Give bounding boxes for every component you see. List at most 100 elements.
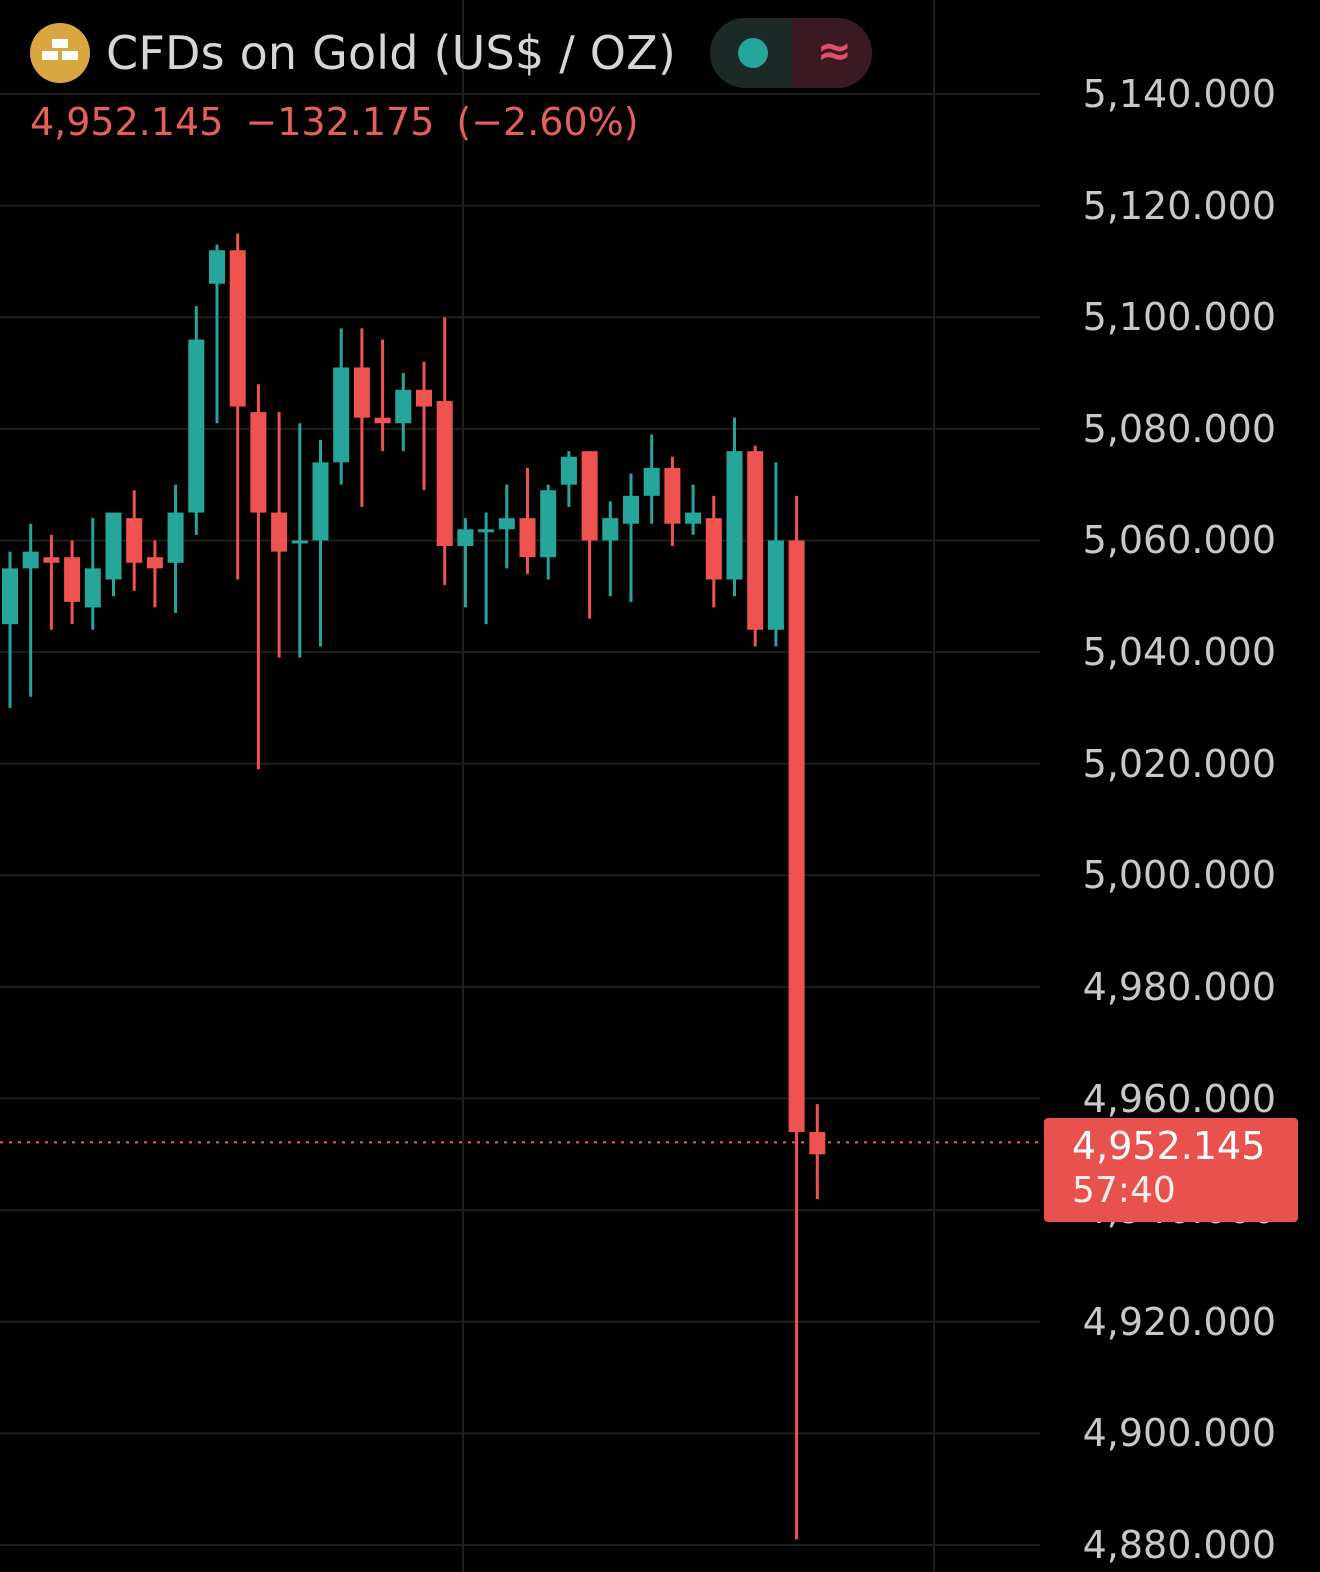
- y-tick-label: 4,900.000: [1082, 1411, 1276, 1456]
- candle: [726, 417, 743, 597]
- candle: [457, 518, 474, 608]
- candle-body: [602, 518, 619, 541]
- price-change: −132.175: [245, 100, 435, 144]
- candle: [623, 473, 639, 602]
- candle: [374, 339, 391, 452]
- candle: [685, 484, 702, 535]
- candle-body: [643, 467, 660, 496]
- data-delay-wave-icon: ≈: [816, 26, 852, 75]
- candle-body: [540, 490, 557, 558]
- candle: [581, 451, 598, 619]
- candle-body: [416, 389, 432, 407]
- candle-body: [312, 462, 329, 541]
- candle-body: [395, 389, 412, 424]
- candle: [602, 501, 619, 597]
- candle: [105, 512, 122, 597]
- candle-body: [22, 551, 39, 569]
- candle: [64, 540, 81, 625]
- candle: [43, 534, 60, 630]
- y-tick-label: 4,920.000: [1082, 1299, 1276, 1344]
- y-tick-label: 5,000.000: [1082, 853, 1276, 898]
- y-tick-label: 5,120.000: [1082, 183, 1276, 228]
- candle: [705, 495, 722, 608]
- y-tick-label: 5,100.000: [1082, 295, 1276, 340]
- y-tick-label: 4,960.000: [1082, 1076, 1276, 1121]
- candle-body: [498, 518, 515, 530]
- candle: [84, 518, 101, 630]
- candle-body: [64, 557, 81, 602]
- symbol-title[interactable]: CFDs on Gold (US$ / OZ): [106, 26, 676, 80]
- candle-body: [167, 512, 184, 563]
- y-tick-label: 5,140.000: [1082, 72, 1276, 116]
- current-price-tag: 4,952.145 57:40: [1044, 1118, 1298, 1222]
- candle: [498, 484, 515, 569]
- candle: [188, 306, 205, 535]
- candle: [478, 512, 495, 625]
- candle-body: [809, 1132, 826, 1155]
- candle-body: [767, 540, 784, 630]
- y-tick-label: 5,040.000: [1082, 630, 1276, 675]
- candle: [22, 523, 39, 697]
- candle-body: [747, 451, 764, 630]
- candle-body: [333, 367, 350, 463]
- candle-body: [664, 467, 681, 524]
- price-change-percent: (−2.60%): [456, 100, 639, 144]
- candle-body: [519, 518, 536, 558]
- candle: [788, 495, 805, 1540]
- candle: [353, 328, 370, 507]
- candle-body: [560, 456, 577, 485]
- y-tick-label: 5,060.000: [1082, 518, 1276, 563]
- price-tag-countdown: 57:40: [1072, 1170, 1176, 1211]
- candle: [167, 484, 184, 614]
- candle: [250, 384, 267, 770]
- candle: [209, 244, 225, 424]
- y-tick-label: 5,020.000: [1082, 741, 1276, 786]
- price-tag-value: 4,952.145: [1072, 1124, 1266, 1168]
- candle: [146, 540, 163, 608]
- candle-body: [271, 512, 288, 552]
- candle-body: [250, 412, 267, 513]
- candle-body: [229, 250, 246, 407]
- candle-body: [2, 568, 18, 625]
- candle-body: [43, 557, 60, 563]
- candle: [540, 484, 557, 580]
- candle-body: [146, 557, 163, 569]
- candle: [291, 423, 308, 658]
- candle-body: [457, 529, 474, 547]
- candle-body: [685, 512, 702, 524]
- candle: [747, 445, 764, 647]
- candle-body: [374, 417, 391, 424]
- candle: [519, 467, 536, 574]
- candle-body: [788, 540, 805, 1133]
- y-tick-label: 4,980.000: [1082, 964, 1276, 1009]
- candle: [2, 551, 18, 708]
- candle-body: [353, 367, 370, 418]
- candle: [229, 233, 246, 580]
- candle: [767, 462, 784, 647]
- candle-body: [105, 512, 122, 580]
- gold-bars-icon[interactable]: [30, 23, 90, 83]
- last-price: 4,952.145: [30, 100, 224, 144]
- status-pill[interactable]: ≈: [710, 18, 872, 88]
- candle: [416, 361, 432, 491]
- candle-body: [581, 451, 598, 541]
- candle: [560, 451, 577, 507]
- candle-body: [478, 529, 495, 533]
- market-open-dot-icon: [738, 38, 768, 68]
- candle-body: [291, 540, 308, 544]
- candles: [2, 233, 826, 1540]
- candle-body: [705, 518, 722, 580]
- candle: [809, 1104, 826, 1199]
- candle: [312, 440, 329, 647]
- candle: [333, 328, 350, 485]
- candle: [271, 412, 288, 658]
- candle-body: [84, 568, 101, 608]
- quote-line: 4,952.145 −132.175 (−2.60%): [30, 100, 661, 144]
- candle-body: [726, 451, 743, 580]
- y-tick-label: 4,880.000: [1082, 1523, 1276, 1567]
- grid-lines: [0, 0, 1040, 1572]
- candle-body: [188, 339, 205, 513]
- candle: [643, 434, 660, 524]
- candle-body: [623, 495, 639, 524]
